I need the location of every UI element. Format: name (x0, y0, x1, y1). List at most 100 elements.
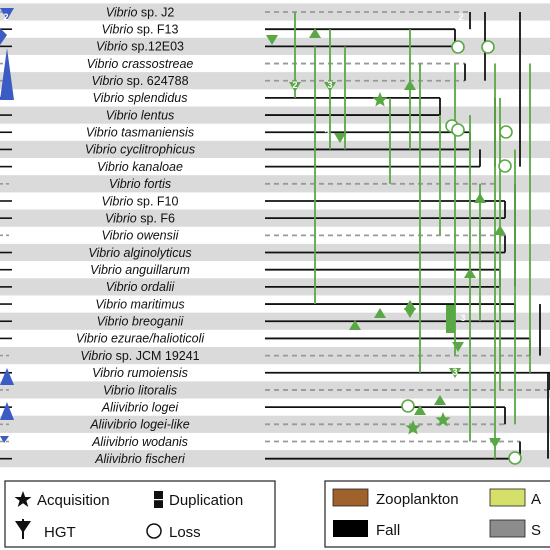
legend-acquisition: Acquisition (37, 492, 110, 509)
event-count-label: 3 (327, 80, 332, 90)
acquisition-star-icon (14, 491, 32, 507)
taxon-label: Vibrio lentus (106, 108, 175, 122)
taxon-label: Vibrio sp. F6 (105, 211, 175, 225)
taxon-genus: Aliivibrio logei (101, 400, 180, 414)
blue-hgt-arrow (0, 436, 9, 443)
hgt-arrow-up (309, 28, 321, 38)
blue-hgt-arrow-up (0, 48, 14, 100)
taxon-genus: Vibrio tasmaniensis (86, 126, 194, 140)
gene-events: 2 3 3 2 3 3 (266, 12, 531, 465)
taxon-genus: Vibrio lentus (106, 108, 175, 122)
taxon-suffix: sp. J2 (137, 5, 174, 19)
taxon-label: Vibrio fortis (109, 177, 171, 191)
hgt-arrow-up (474, 193, 486, 203)
event-count-label: 3 (324, 129, 329, 139)
taxon-label: Aliivibrio wodanis (91, 435, 188, 449)
hgt-arrow-down (266, 35, 278, 45)
taxon-label: Vibrio sp.12E03 (96, 40, 184, 54)
taxon-genus: Vibrio (80, 349, 112, 363)
a-swatch (489, 488, 526, 507)
taxon-genus: Vibrio (96, 40, 128, 54)
taxon-genus: Vibrio litoralis (103, 383, 177, 397)
loss-circle (508, 451, 522, 465)
taxon-label: Aliivibrio logei-like (89, 418, 189, 432)
taxon-genus: Vibrio ordalii (106, 280, 176, 294)
hgt-arrow-down (324, 82, 336, 92)
taxon-genus: Vibrio (91, 74, 123, 88)
duplication-bar-gap (154, 499, 163, 501)
hgt-arrow-down (452, 342, 464, 352)
taxon-label: Aliivibrio logei (101, 400, 180, 414)
hgt-arrow-up (404, 300, 416, 310)
taxon-genus: Vibrio fortis (109, 177, 171, 191)
acquisition-star (435, 412, 451, 427)
blue-hgt-arrow-up (0, 368, 14, 385)
acquisition-star (405, 420, 421, 435)
fall-swatch (333, 520, 368, 537)
event-count-label: 3 (452, 367, 457, 377)
legend-duplication: Duplication (169, 492, 243, 509)
taxon-genus: Vibrio anguillarum (90, 263, 190, 277)
taxon-genus: Vibrio cyclitrophicus (85, 143, 195, 157)
legend-a: A (531, 491, 541, 508)
legend-fall: Fall (376, 522, 400, 539)
hgt-arrow-down (404, 308, 416, 318)
blue-hgt-arrow-up (0, 402, 14, 420)
s-swatch (489, 519, 526, 538)
taxon-label: Vibrio sp. F13 (102, 22, 179, 36)
taxon-genus: Aliivibrio wodanis (91, 435, 188, 449)
taxon-genus: Aliivibrio fischeri (94, 452, 186, 466)
hgt-arrow-icon (15, 519, 31, 539)
zooplankton-swatch (332, 488, 369, 507)
taxon-genus: Vibrio kanaloae (97, 160, 183, 174)
left-blue-markers: 2 (0, 8, 14, 443)
hgt-arrow-up (494, 225, 506, 235)
hgt-arrow-down (334, 133, 346, 143)
legend-loss: Loss (169, 524, 201, 541)
hgt-arrow-up (374, 308, 386, 318)
hgt-arrow-up (349, 320, 361, 330)
loss-circle (481, 40, 495, 54)
duplication-bar (446, 305, 455, 333)
left-hgt-label: 2 (3, 12, 8, 22)
taxon-label: Vibrio maritimus (95, 297, 184, 311)
hgt-arrow-down (489, 438, 501, 448)
taxon-genus: Vibrio (102, 22, 134, 36)
event-legend: Acquisition Duplication HGT Loss (4, 480, 276, 548)
taxon-suffix: sp. JCM 19241 (112, 349, 200, 363)
event-count-label: 2 (458, 12, 463, 22)
taxon-genus: Aliivibrio logei-like (89, 418, 189, 432)
taxon-label: Vibrio tasmaniensis (86, 126, 194, 140)
taxon-label: Vibrio ordalii (106, 280, 176, 294)
taxon-label: Vibrio ezurae/halioticoli (76, 332, 206, 346)
loss-circle (401, 399, 415, 413)
hgt-arrow-up (464, 268, 476, 278)
taxon-label: Vibrio litoralis (103, 383, 177, 397)
event-legend-box (4, 480, 276, 548)
hgt-arrow-down (449, 368, 461, 378)
taxon-label: Vibrio owensii (102, 229, 180, 243)
event-count-label: 3 (460, 313, 465, 323)
legend-s: S (531, 522, 541, 539)
taxon-genus: Vibrio alginolyticus (88, 246, 191, 260)
taxon-suffix: sp. F6 (137, 211, 175, 225)
taxon-label: Vibrio kanaloae (97, 160, 183, 174)
taxon-genus: Vibrio (105, 211, 137, 225)
taxon-label: Vibrio breoganii (97, 315, 185, 329)
event-count-label: 2 (292, 80, 297, 90)
taxon-label: Vibrio sp. JCM 19241 (80, 349, 199, 363)
taxon-label: Vibrio anguillarum (90, 263, 190, 277)
taxon-genus: Vibrio ezurae/halioticoli (76, 332, 206, 346)
loss-circle (451, 123, 465, 137)
taxon-genus: Vibrio (102, 194, 134, 208)
loss-circle (498, 159, 512, 173)
taxon-genus: Vibrio breoganii (97, 315, 185, 329)
habitat-legend: Zooplankton Fall A S (324, 480, 550, 548)
taxon-genus: Vibrio owensii (102, 229, 180, 243)
hgt-arrow-up (434, 395, 446, 405)
taxon-label: Vibrio cyclitrophicus (85, 143, 195, 157)
taxon-suffix: sp. 624788 (123, 74, 188, 88)
taxon-suffix: sp.12E03 (128, 40, 184, 54)
